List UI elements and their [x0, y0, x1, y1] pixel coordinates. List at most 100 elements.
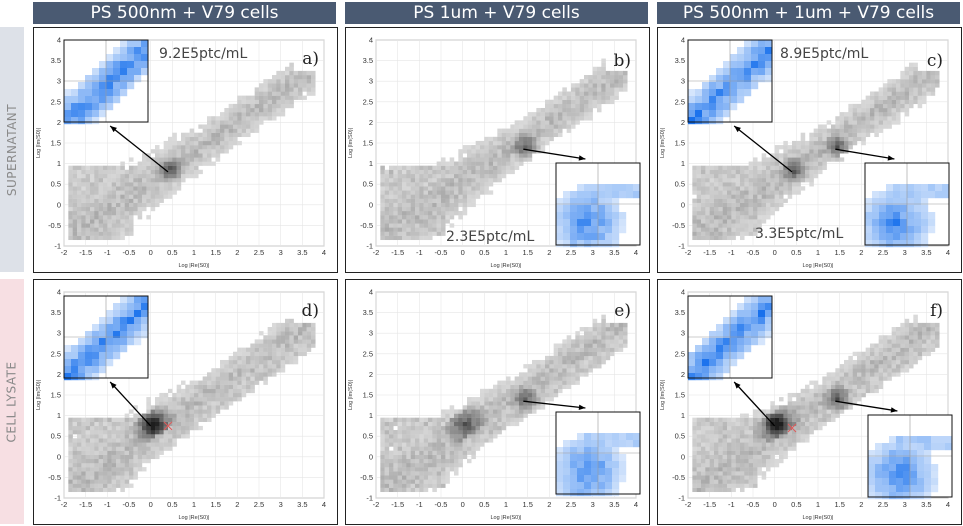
- heatmap-cell: [267, 372, 273, 377]
- heatmap-cell: [233, 376, 238, 381]
- heatmap-cell: [124, 223, 130, 228]
- heatmap-cell: [579, 107, 585, 113]
- arrow-shaft: [835, 148, 895, 160]
- heatmap-cell: [254, 347, 260, 352]
- heatmap-cell: [133, 450, 138, 455]
- inset-cell: [865, 212, 873, 220]
- heatmap-cell: [311, 75, 316, 80]
- heatmap-cell: [770, 413, 775, 418]
- heatmap-cell: [523, 153, 528, 158]
- heatmap-cell: [402, 219, 407, 224]
- heatmap-cell: [727, 421, 732, 427]
- heatmap-cell: [432, 198, 437, 203]
- heatmap-cell: [458, 169, 463, 175]
- heatmap-cell: [813, 132, 819, 138]
- heatmap-cell: [532, 128, 537, 133]
- heatmap-cell: [536, 116, 541, 121]
- heatmap-cell: [150, 405, 156, 410]
- heatmap-cell: [722, 210, 728, 216]
- heatmap-cell: [198, 409, 203, 414]
- heatmap-cell: [267, 103, 273, 109]
- heatmap-cell: [787, 169, 793, 175]
- heatmap-cell: [493, 136, 498, 142]
- heatmap-cell: [124, 458, 130, 464]
- heatmap-cell: [389, 186, 394, 191]
- heatmap-cell: [129, 190, 134, 195]
- heatmap-cell: [423, 169, 429, 175]
- heatmap-cell: [705, 475, 710, 480]
- heatmap-cell: [471, 450, 476, 455]
- panel-letter: c): [927, 51, 943, 71]
- heatmap-cell: [774, 161, 780, 166]
- heatmap-cell: [835, 153, 840, 158]
- heatmap-cell: [735, 210, 741, 216]
- heatmap-cell: [142, 202, 147, 208]
- heatmap-cell: [107, 467, 112, 472]
- heatmap-cell: [163, 157, 169, 162]
- plot-panel-a: -2 -1.5 -1 -0.5 0 0.5 1 1.5 2 2.5 3 3.5 4 -1 -0.5 0 0.5 1…: [33, 27, 338, 273]
- heatmap-cell: [553, 347, 559, 352]
- heatmap-cell: [714, 450, 719, 455]
- heatmap-cell: [215, 384, 221, 390]
- inset-cell: [723, 61, 731, 69]
- heatmap-cell: [514, 397, 520, 402]
- heatmap-cell: [584, 351, 589, 357]
- inset-cell: [893, 205, 901, 213]
- x-tick-label: 0: [149, 248, 153, 257]
- heatmap-cell: [519, 397, 524, 402]
- heatmap-cell: [406, 194, 411, 199]
- heatmap-cell: [441, 417, 446, 422]
- heatmap-cell: [766, 215, 771, 220]
- heatmap-cell: [553, 364, 559, 369]
- inset-cell: [134, 324, 142, 332]
- heatmap-cell: [172, 153, 177, 158]
- inset-cell: [584, 447, 592, 455]
- heatmap-cell: [116, 475, 121, 480]
- x-tick-label: 0.5: [791, 500, 801, 509]
- heatmap-cell: [202, 161, 208, 166]
- heatmap-cell: [428, 442, 433, 447]
- heatmap-cell: [293, 355, 299, 361]
- heatmap-cell: [146, 182, 151, 187]
- heatmap-cell: [714, 194, 719, 199]
- heatmap-cell: [103, 450, 108, 455]
- heatmap-cell: [471, 186, 476, 191]
- heatmap-cell: [566, 107, 572, 113]
- heatmap-cell: [289, 327, 294, 332]
- heatmap-cell: [107, 198, 112, 203]
- inset-cell: [709, 110, 717, 118]
- y-tick-label: 3.5: [51, 308, 61, 317]
- heatmap-cell: [81, 182, 86, 187]
- heatmap-cell: [406, 219, 411, 224]
- heatmap-cell: [285, 343, 290, 348]
- heatmap-cell: [397, 462, 403, 468]
- inset-cell: [921, 184, 929, 192]
- heatmap-cell: [259, 343, 264, 348]
- heatmap-cell: [445, 206, 450, 212]
- heatmap-cell: [718, 471, 723, 476]
- heatmap-cell: [124, 454, 130, 460]
- inset-cell: [744, 75, 752, 83]
- heatmap-cell: [155, 169, 160, 175]
- heatmap-cell: [124, 479, 130, 484]
- heatmap-cell: [137, 413, 143, 418]
- heatmap-cell: [137, 198, 143, 203]
- heatmap-cell: [761, 409, 767, 414]
- inset-cell: [893, 240, 901, 248]
- heatmap-cell: [189, 425, 195, 431]
- heatmap-cell: [155, 409, 160, 414]
- heatmap-cell: [579, 343, 585, 348]
- heatmap-cell: [692, 206, 697, 212]
- inset-cell: [765, 47, 773, 55]
- heatmap-cell: [579, 351, 585, 357]
- heatmap-cell: [887, 116, 892, 121]
- heatmap-cell: [887, 83, 892, 88]
- heatmap-cell: [432, 165, 437, 170]
- heatmap-cell: [181, 388, 186, 394]
- heatmap-cell: [484, 417, 489, 422]
- heatmap-cell: [397, 417, 403, 422]
- heatmap-cell: [189, 136, 195, 142]
- heatmap-cell: [553, 388, 559, 394]
- heatmap-cell: [510, 384, 515, 390]
- heatmap-cell: [935, 75, 940, 80]
